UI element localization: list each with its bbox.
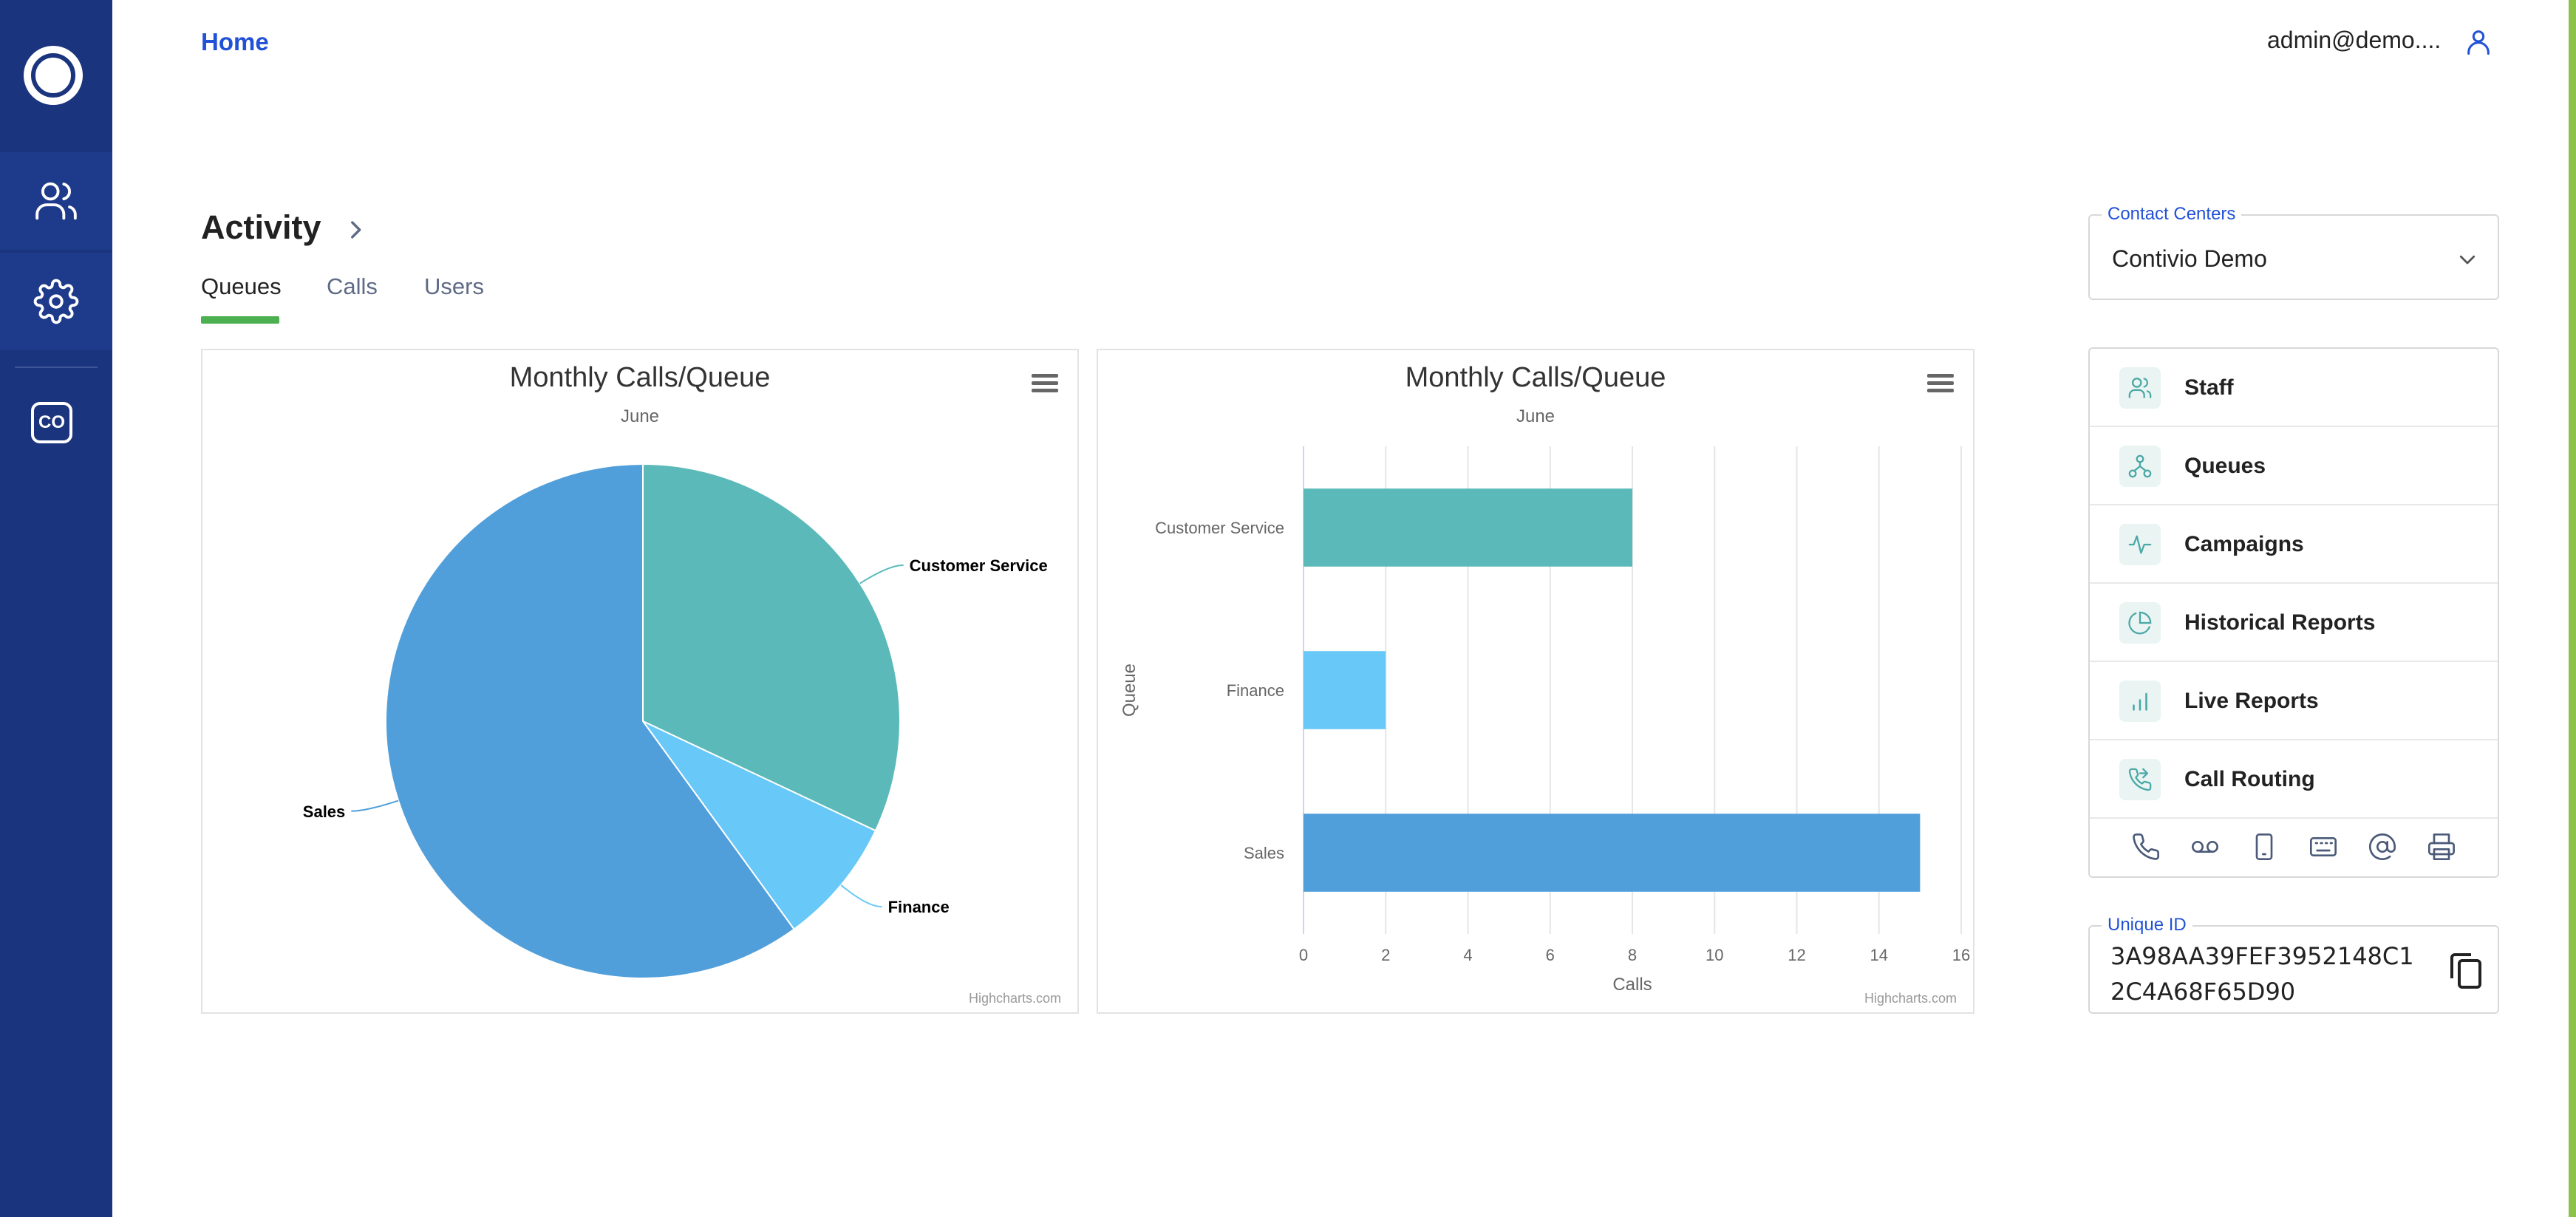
staff-icon — [2128, 378, 2152, 398]
campaigns-icon — [2128, 535, 2152, 554]
nav-item-label: Historical Reports — [2184, 610, 2376, 635]
bar-chart-panel: Monthly Calls/Queue June 0 2 4 6 8 10 12 14 16 Cu… — [1097, 349, 1974, 1014]
quick-nav-list: Staff Queues Campaigns Historical Report… — [2088, 347, 2499, 878]
bar[interactable] — [1304, 651, 1386, 729]
data-label: Customer Service — [910, 556, 1048, 575]
users-icon — [35, 182, 77, 220]
chevron-right-icon[interactable] — [343, 217, 368, 242]
unique-id-label: Unique ID — [2102, 915, 2192, 935]
keyboard-icon[interactable] — [2308, 832, 2338, 862]
nav-item-label: Campaigns — [2184, 532, 2304, 556]
unique-id-value[interactable]: 3A98AA39FEF3952148C12C4A68F65D90 — [2110, 942, 2414, 1006]
x-axis-title: Calls — [1612, 975, 1652, 995]
live-reports-icon — [2133, 692, 2147, 711]
data-label: Sales — [303, 802, 346, 821]
x-tick-label: 14 — [1870, 946, 1888, 964]
sidebar: CO — [0, 0, 112, 1217]
nav-item-label: Live Reports — [2184, 689, 2319, 713]
active-tab-indicator — [201, 316, 279, 324]
nav-item-call-routing[interactable]: Call Routing — [2090, 740, 2498, 819]
y-tick-label: Customer Service — [1155, 519, 1284, 537]
y-tick-label: Finance — [1227, 681, 1284, 700]
queues-icon — [2128, 454, 2152, 478]
x-tick-label: 10 — [1706, 946, 1723, 964]
chart-subtitle: June — [620, 406, 660, 426]
chart-title: Monthly Calls/Queue — [1405, 362, 1666, 393]
chart-menu-icon[interactable] — [1927, 372, 1954, 395]
pie-chart: Customer Service Finance Sales — [303, 463, 1048, 979]
bar-chart: 0 2 4 6 8 10 12 14 16 Customer Service Finance Sale… — [1120, 446, 1970, 995]
tab-calls[interactable]: Calls — [327, 273, 378, 299]
chart-subtitle: June — [1516, 406, 1556, 426]
pie-slice[interactable] — [642, 720, 877, 930]
nav-item-label: Staff — [2184, 375, 2234, 400]
data-label-connector — [840, 884, 882, 908]
page-title: Activity — [201, 208, 321, 246]
user-icon[interactable] — [2464, 27, 2493, 56]
x-tick-label: 16 — [1952, 946, 1970, 964]
chevron-down-icon[interactable] — [2456, 248, 2478, 270]
gear-icon — [33, 279, 79, 324]
user-email[interactable]: admin@demo.... — [2267, 27, 2442, 53]
x-tick-label: 2 — [1381, 946, 1390, 964]
nav-item-historical-reports[interactable]: Historical Reports — [2090, 584, 2498, 662]
app-logo[interactable] — [24, 46, 83, 105]
nav-item-label: Queues — [2184, 454, 2266, 478]
contact-centers-value: Contivio Demo — [2112, 245, 2267, 272]
y-tick-label: Sales — [1244, 844, 1284, 862]
tab-users[interactable]: Users — [424, 273, 484, 299]
data-label-connector — [859, 564, 904, 584]
voicemail-icon[interactable] — [2190, 832, 2220, 862]
x-tick-label: 6 — [1546, 946, 1555, 964]
chart-credit[interactable]: Highcharts.com — [968, 991, 1061, 1006]
right-accent-edge — [2569, 0, 2576, 1217]
bar[interactable] — [1304, 814, 1921, 892]
nav-item-live-reports[interactable]: Live Reports — [2090, 662, 2498, 740]
nav-item-campaigns[interactable]: Campaigns — [2090, 505, 2498, 584]
mobile-icon[interactable] — [2249, 832, 2279, 862]
bar[interactable] — [1304, 488, 1632, 567]
x-tick-label: 8 — [1628, 946, 1637, 964]
sidebar-item-users[interactable] — [0, 152, 112, 250]
y-axis-title: Queue — [1120, 664, 1139, 717]
data-label-connector — [351, 800, 399, 812]
phone-icon[interactable] — [2131, 832, 2161, 862]
sidebar-divider — [15, 367, 98, 368]
pie-slice[interactable] — [385, 463, 795, 979]
x-tick-label: 4 — [1463, 946, 1472, 964]
nav-item-queues[interactable]: Queues — [2090, 427, 2498, 505]
chart-title: Monthly Calls/Queue — [509, 362, 771, 393]
historical-reports-icon — [2128, 611, 2152, 635]
x-tick-label: 12 — [1788, 946, 1805, 964]
contact-centers-select[interactable]: Contact Centers Contivio Demo — [2088, 204, 2499, 300]
nav-item-label: Call Routing — [2184, 767, 2315, 791]
data-label: Finance — [888, 898, 950, 916]
breadcrumb-home[interactable]: Home — [201, 28, 269, 55]
at-sign-icon[interactable] — [2368, 832, 2397, 862]
x-tick-label: 0 — [1299, 946, 1308, 964]
printer-icon[interactable] — [2427, 832, 2456, 862]
channel-icons — [2090, 819, 2498, 875]
copy-icon[interactable] — [2449, 952, 2484, 990]
chart-menu-icon[interactable] — [1032, 372, 1058, 395]
nav-item-staff[interactable]: Staff — [2090, 349, 2498, 427]
unique-id-field: Unique ID 3A98AA39FEF3952148C12C4A68F65D… — [2088, 915, 2499, 1014]
chart-credit[interactable]: Highcharts.com — [1864, 991, 1957, 1006]
call-routing-icon — [2128, 768, 2152, 791]
contact-centers-label: Contact Centers — [2102, 204, 2242, 225]
pie-chart-panel: Monthly Calls/Queue June Customer Servic… — [201, 349, 1079, 1014]
sidebar-item-settings[interactable] — [0, 253, 112, 350]
sidebar-item-co[interactable]: CO — [31, 402, 72, 443]
tab-queues[interactable]: Queues — [201, 273, 282, 299]
